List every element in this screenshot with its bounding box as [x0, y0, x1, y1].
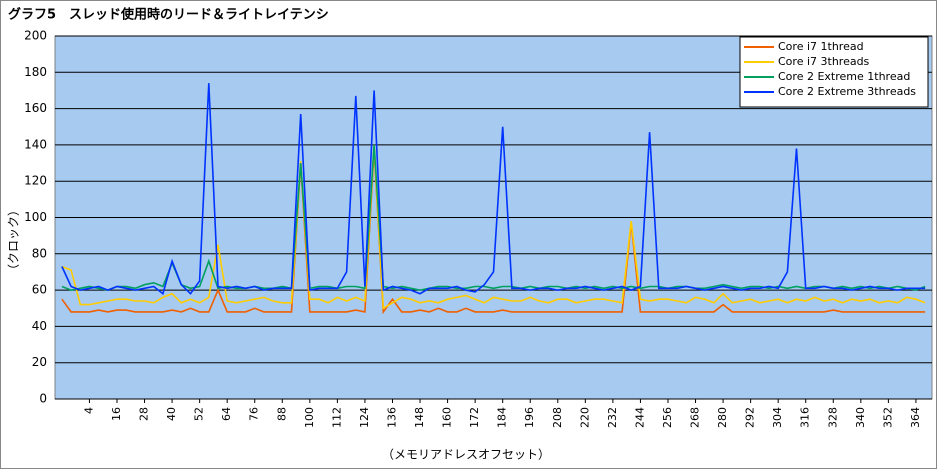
x-tick-label: 268 [689, 407, 702, 428]
x-tick-label: 28 [138, 407, 151, 421]
x-tick-label: 76 [248, 407, 261, 421]
x-tick-label: 304 [771, 407, 784, 428]
y-tick-label: 140 [24, 137, 47, 151]
x-tick-label: 340 [854, 407, 867, 428]
x-tick-label: 316 [799, 407, 812, 428]
x-tick-label: 364 [909, 407, 922, 428]
x-tick-label: 64 [220, 407, 233, 421]
legend-label: Core 2 Extreme 3threads [778, 85, 916, 98]
legend-box [739, 36, 929, 108]
x-tick-label: 280 [716, 407, 729, 428]
legend-label: Core i7 3threads [778, 55, 870, 68]
x-tick-label: 40 [165, 407, 178, 421]
x-tick-label: 124 [358, 407, 371, 428]
x-tick-label: 148 [413, 407, 426, 428]
x-tick-label: 16 [110, 407, 123, 421]
y-tick-label: 200 [24, 29, 47, 43]
y-tick-label: 80 [32, 246, 47, 260]
series-line [61, 83, 926, 296]
x-tick-label: 172 [468, 407, 481, 428]
x-tick-label: 100 [303, 407, 316, 428]
x-tick-label: 136 [385, 407, 398, 428]
x-tick-label: 184 [496, 407, 509, 428]
x-tick-label: 244 [633, 407, 646, 428]
series-line [61, 144, 926, 310]
x-tick-label: 232 [606, 407, 619, 428]
x-tick-label: 160 [441, 407, 454, 428]
x-tick-label: 88 [275, 407, 288, 421]
legend-label: Core 2 Extreme 1thread [778, 70, 910, 83]
y-tick-label: 0 [39, 392, 47, 406]
series-line [61, 148, 926, 315]
x-axis-label: （メモリアドレスオフセット） [382, 448, 550, 462]
x-tick-label: 220 [578, 407, 591, 428]
y-tick-label: 100 [24, 210, 47, 224]
y-tick-label: 60 [32, 283, 47, 297]
y-tick-label: 180 [24, 65, 47, 79]
x-tick-label: 196 [523, 407, 536, 428]
x-tick-label: 328 [826, 407, 839, 428]
chart-title: グラフ5 スレッド使用時のリード＆ライトレイテンシ [8, 7, 329, 23]
legend-label: Core i7 1thread [778, 40, 864, 53]
x-tick-label: 208 [551, 407, 564, 428]
x-tick-label: 352 [881, 407, 894, 428]
x-tick-label: 292 [744, 407, 757, 428]
x-tick-label: 256 [661, 407, 674, 428]
y-tick-label: 120 [24, 174, 47, 188]
x-tick-label: 112 [330, 407, 343, 428]
series-line [61, 144, 926, 291]
y-tick-label: 20 [32, 355, 47, 369]
y-axis-label: （クロック） [7, 204, 21, 276]
x-tick-label: 52 [193, 407, 206, 421]
y-tick-label: 40 [32, 319, 47, 333]
y-tick-label: 160 [24, 101, 47, 115]
x-tick-label: 4 [82, 407, 95, 414]
